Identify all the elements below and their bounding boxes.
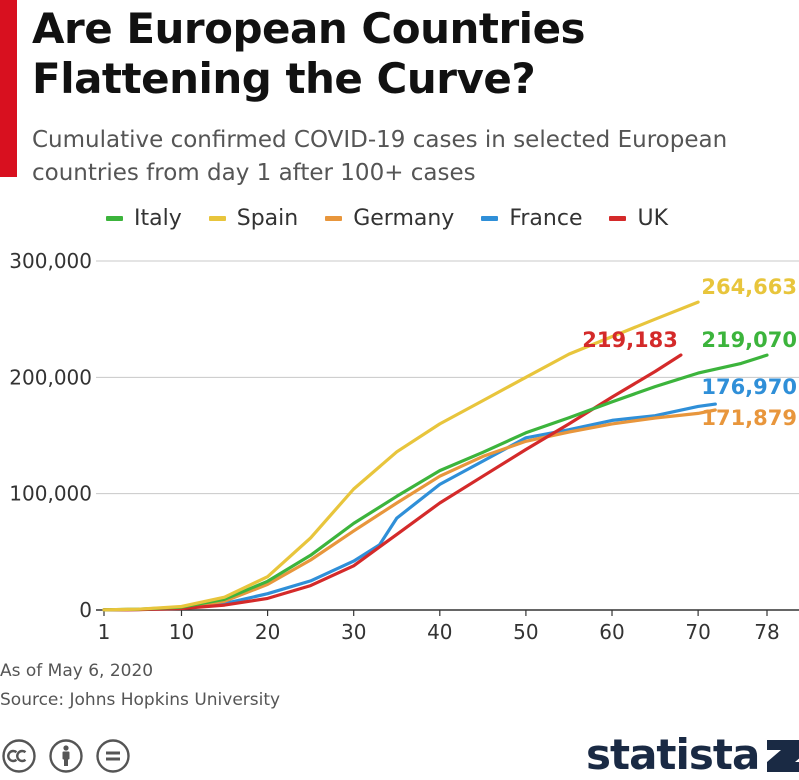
x-tick-label: 50: [513, 620, 538, 644]
x-tick-label: 1: [98, 620, 111, 644]
y-tick-label: 300,000: [9, 249, 92, 273]
series-line-italy: [102, 353, 769, 612]
legend-swatch-italy: [106, 216, 123, 221]
x-tick-label: 60: [599, 620, 624, 644]
accent-bar: [0, 0, 17, 177]
series-line-uk: [102, 353, 683, 612]
legend-label-france: France: [509, 206, 583, 231]
end-label-france: 176,970: [701, 375, 797, 399]
cc-icon[interactable]: [2, 739, 36, 773]
y-tick-label: 0: [79, 598, 92, 622]
series-line-spain: [102, 300, 700, 612]
legend-label-uk: UK: [637, 206, 669, 231]
x-tick-label: 10: [169, 620, 194, 644]
attribution-icon[interactable]: [49, 739, 83, 773]
legend-swatch-france: [481, 216, 499, 221]
legend-item-france: France: [481, 206, 582, 231]
legend-swatch-spain: [208, 216, 226, 221]
legend-item-spain: Spain: [208, 206, 299, 231]
legend-item-uk: UK: [609, 206, 668, 231]
source-note: Source: Johns Hopkins University: [0, 690, 281, 710]
legend-label-italy: Italy: [134, 206, 182, 231]
y-tick-label: 100,000: [9, 482, 92, 506]
no-derivatives-icon[interactable]: [96, 739, 130, 773]
logo-text: statista: [586, 730, 760, 779]
x-tick-label: 40: [427, 620, 452, 644]
series-line-france: [102, 402, 717, 612]
license-icons: [2, 739, 143, 773]
legend-swatch-uk: [609, 216, 627, 221]
y-tick-label: 200,000: [9, 365, 92, 389]
as-of-note: As of May 6, 2020: [0, 661, 154, 681]
legend-swatch-germany: [325, 216, 343, 221]
chart-title: Are European Countries Flattening the Cu…: [32, 4, 586, 103]
end-label-italy: 219,070: [701, 328, 797, 352]
statista-mark-icon: [767, 740, 799, 772]
x-tick-label: 70: [685, 620, 710, 644]
legend-label-germany: Germany: [353, 206, 455, 231]
x-tick-label: 20: [255, 620, 280, 644]
end-label-uk: 219,183: [582, 328, 678, 352]
statista-logo: statista: [586, 731, 799, 779]
line-chart: 0 100,000 200,000 300,000 1 10 20 30 40 50 60 70 78 2…: [9, 249, 799, 644]
legend-label-spain: Spain: [236, 206, 299, 231]
chart-subtitle: Cumulative confirmed COVID-19 cases in s…: [32, 127, 728, 186]
legend-item-italy: Italy: [106, 206, 182, 231]
legend-item-germany: Germany: [325, 206, 454, 231]
x-tick-label: 30: [341, 620, 366, 644]
x-tick-label: 78: [754, 620, 779, 644]
legend: Italy Spain Germany France UK: [106, 206, 695, 231]
end-label-spain: 264,663: [701, 275, 797, 299]
end-label-germany: 171,879: [701, 406, 797, 430]
